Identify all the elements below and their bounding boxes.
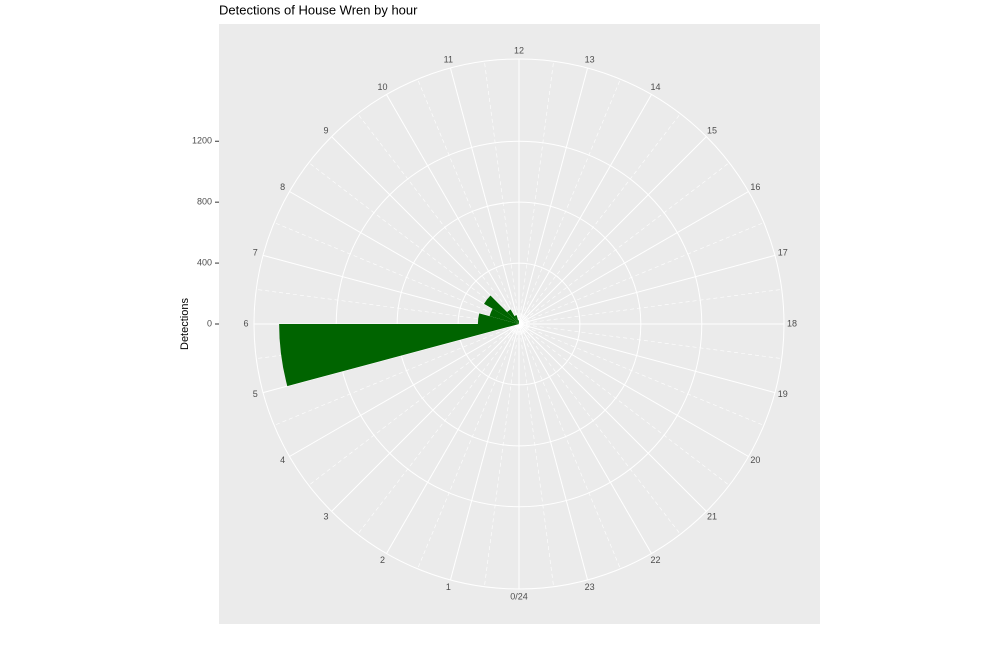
x-tick-label: 15 bbox=[707, 125, 717, 135]
bar bbox=[507, 309, 519, 324]
chart-title: Detections of House Wren by hour bbox=[219, 2, 418, 17]
y-axis-title: Detections bbox=[179, 298, 191, 350]
grid-spoke bbox=[518, 323, 749, 457]
minor-spoke bbox=[518, 323, 681, 535]
minor-spoke bbox=[518, 61, 554, 325]
grid-spoke bbox=[262, 254, 520, 325]
bar bbox=[484, 295, 519, 324]
x-tick-label: 10 bbox=[377, 82, 387, 92]
x-tick-label: 23 bbox=[585, 582, 595, 592]
y-tick-label: 0 bbox=[207, 318, 212, 328]
x-tick-label: 1 bbox=[446, 582, 451, 592]
minor-spoke bbox=[357, 113, 520, 325]
x-tick-label: 16 bbox=[750, 182, 760, 192]
minor-spoke bbox=[518, 289, 782, 325]
y-tick-label: 1200 bbox=[192, 136, 212, 146]
minor-spoke bbox=[518, 323, 730, 486]
grid-spoke bbox=[331, 136, 520, 325]
grid-spoke bbox=[518, 94, 652, 325]
x-tick-label: 21 bbox=[707, 511, 717, 521]
x-tick-label: 18 bbox=[787, 318, 797, 328]
grid-spoke bbox=[518, 254, 776, 325]
minor-spoke bbox=[256, 289, 520, 325]
x-tick-label: 3 bbox=[323, 511, 328, 521]
minor-spoke bbox=[357, 323, 520, 535]
minor-spoke bbox=[274, 222, 520, 325]
y-tick-label: 400 bbox=[197, 257, 212, 267]
x-tick-label: 12 bbox=[514, 45, 524, 55]
bar bbox=[514, 315, 519, 324]
grid-spoke bbox=[386, 323, 520, 554]
minor-spoke bbox=[518, 222, 764, 325]
minor-spoke bbox=[417, 79, 520, 325]
grid-spoke bbox=[518, 136, 707, 325]
grid-spoke bbox=[518, 191, 749, 325]
grid-spoke bbox=[518, 67, 589, 325]
x-tick-label: 5 bbox=[253, 389, 258, 399]
y-tick-label: 800 bbox=[197, 197, 212, 207]
minor-spoke bbox=[518, 113, 681, 325]
bar bbox=[477, 313, 519, 324]
x-tick-label: 7 bbox=[253, 248, 258, 258]
bar bbox=[489, 308, 519, 324]
x-tick-label: 14 bbox=[650, 82, 660, 92]
grid-spoke bbox=[449, 323, 520, 581]
minor-spoke bbox=[484, 323, 520, 587]
x-tick-label: 2 bbox=[380, 555, 385, 565]
x-tick-label: 8 bbox=[280, 182, 285, 192]
minor-spoke bbox=[518, 323, 782, 359]
grid-spoke bbox=[518, 323, 776, 394]
minor-spoke bbox=[518, 323, 554, 587]
x-tick-label: 6 bbox=[243, 318, 248, 328]
x-tick-label: 4 bbox=[280, 455, 285, 465]
x-tick-label: 9 bbox=[323, 125, 328, 135]
grid-spoke bbox=[289, 323, 520, 457]
grid-spoke bbox=[518, 323, 652, 554]
grid-spoke bbox=[331, 323, 520, 512]
minor-spoke bbox=[518, 162, 730, 325]
minor-spoke bbox=[518, 323, 764, 426]
minor-spoke bbox=[274, 323, 520, 426]
grid-spoke bbox=[386, 94, 520, 325]
x-tick-label: 22 bbox=[650, 555, 660, 565]
x-tick-label: 19 bbox=[778, 389, 788, 399]
x-tick-label: 20 bbox=[750, 455, 760, 465]
bar bbox=[518, 320, 519, 324]
x-tick-label: 17 bbox=[778, 248, 788, 258]
minor-spoke bbox=[484, 61, 520, 325]
x-tick-label: 13 bbox=[585, 55, 595, 65]
x-tick-label: 11 bbox=[444, 55, 453, 65]
minor-spoke bbox=[308, 323, 520, 486]
minor-spoke bbox=[518, 323, 621, 569]
minor-spoke bbox=[308, 162, 520, 325]
grid-spoke bbox=[518, 323, 707, 512]
grid-spoke bbox=[449, 67, 520, 325]
grid-spoke bbox=[518, 323, 589, 581]
bar bbox=[279, 324, 519, 387]
minor-spoke bbox=[518, 79, 621, 325]
minor-spoke bbox=[417, 323, 520, 569]
grid-spoke bbox=[289, 191, 520, 325]
x-tick-label: 0/24 bbox=[510, 591, 528, 601]
